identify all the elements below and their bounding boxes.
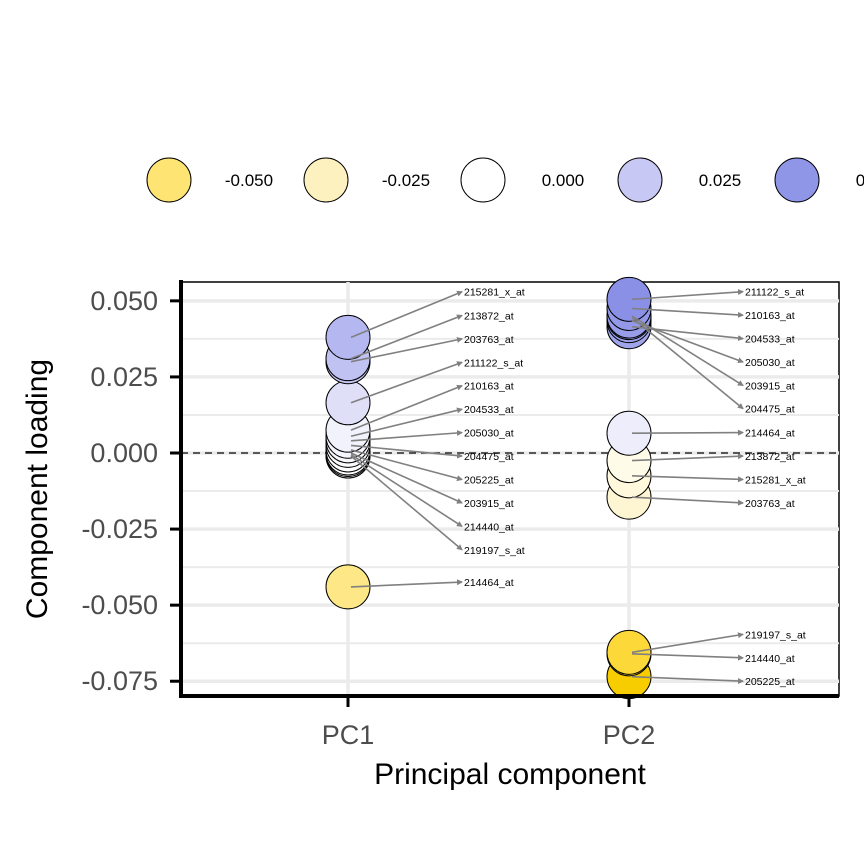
panel-border [180,281,840,697]
data-points [325,276,652,700]
probe-label: 219197_s_at [464,545,525,557]
probe-label: 210163_at [464,381,514,393]
leader-line [350,429,463,442]
probe-label: 204475_at [745,404,795,416]
leader-line [631,315,744,387]
leader-line [631,496,744,506]
y-tick-label: 0.000 [90,438,158,468]
leader-line [631,429,744,436]
y-tick-label: -0.050 [81,590,158,620]
legend-label: 0.000 [542,171,585,190]
y-tick-label: -0.025 [81,514,158,544]
loading-point [606,629,652,675]
probe-label: 214464_at [745,428,795,440]
probe-label: 215281_x_at [745,474,806,486]
probe-label: 204533_at [745,334,795,346]
leader-line [631,653,744,661]
leader-line [631,325,744,342]
legend-label: 0.025 [699,171,742,190]
leader-line [350,314,463,360]
leader-line [631,316,744,410]
label-leaders [350,289,744,685]
leader-line [350,453,463,528]
probe-label: 205030_at [745,357,795,369]
leader-line [350,336,463,363]
plot-panel: 215281_x_at 213872_at 203763_at 211122_s_at… [180,276,840,700]
probe-label: 204533_at [464,404,514,416]
x-axis-ticks: PC1 PC2 [322,696,656,750]
leader-line [350,361,463,404]
legend-item: -0.025 [303,157,430,203]
leader-line [631,307,744,318]
leader-line [631,675,744,685]
leader-line [631,289,744,301]
legend-label: 0.050 [856,171,864,190]
probe-label: 219197_s_at [745,629,806,641]
color-legend: -0.050 -0.025 0.000 0.025 0.050 [146,157,864,203]
x-tick-label: PC2 [603,720,656,750]
legend-item: 0.025 [617,157,742,203]
legend-label: -0.050 [225,171,273,190]
loading-point [325,380,371,426]
legend-item: -0.050 [146,157,273,203]
legend-swatch [303,157,349,203]
legend-item: 0.000 [460,157,585,203]
x-tick-label: PC1 [322,720,375,750]
leader-line [350,290,463,339]
legend-label: -0.025 [382,171,430,190]
axes: 0.050 0.025 0.000 -0.025 -0.050 -0.075 PC1 PC2 [81,280,839,750]
legend-swatch [617,157,663,203]
probe-label: 204475_at [464,451,514,463]
probe-label: 213872_at [464,310,514,322]
probe-label: 205030_at [464,428,514,440]
y-tick-label: -0.075 [81,666,158,696]
probe-label: 210163_at [745,310,795,322]
probe-label: 203763_at [745,498,795,510]
probe-label: 214440_at [464,521,514,533]
probe-label: 211122_s_at [745,287,804,299]
loading-point [325,564,371,610]
leader-line [350,444,463,459]
leader-line [350,579,463,588]
leader-line [350,455,463,551]
probe-label: 215281_x_at [464,287,525,299]
leader-line [350,452,463,504]
y-axis-ticks: 0.050 0.025 0.000 -0.025 -0.050 -0.075 [81,286,181,696]
legend-swatch [146,157,192,203]
probe-label: 214464_at [464,577,514,589]
y-tick-label: 0.025 [90,362,158,392]
probe-labels: 215281_x_at 213872_at 203763_at 211122_s_at… [464,287,806,689]
probe-label: 203915_at [464,498,514,510]
probe-label: 203763_at [464,334,514,346]
legend-swatch [460,157,506,203]
leader-line [350,384,463,431]
leader-line [631,453,744,462]
probe-label: 205225_at [464,474,514,486]
leader-line [631,632,744,654]
probe-label: 203915_at [745,380,795,392]
x-axis-title: Principal component [374,758,646,791]
probe-label: 211122_s_at [464,357,523,369]
probe-label: 205225_at [745,676,795,688]
leader-line [631,475,744,483]
leader-line [350,407,463,438]
legend-swatch [774,157,820,203]
loading-point [606,276,652,322]
loading-point [325,314,371,360]
y-axis-title: Component loading [21,359,54,619]
legend-item: 0.050 [774,157,864,203]
leader-line [350,449,463,482]
y-tick-label: 0.050 [90,286,158,316]
probe-label: 214440_at [745,653,795,665]
probe-label: 213872_at [745,451,795,463]
